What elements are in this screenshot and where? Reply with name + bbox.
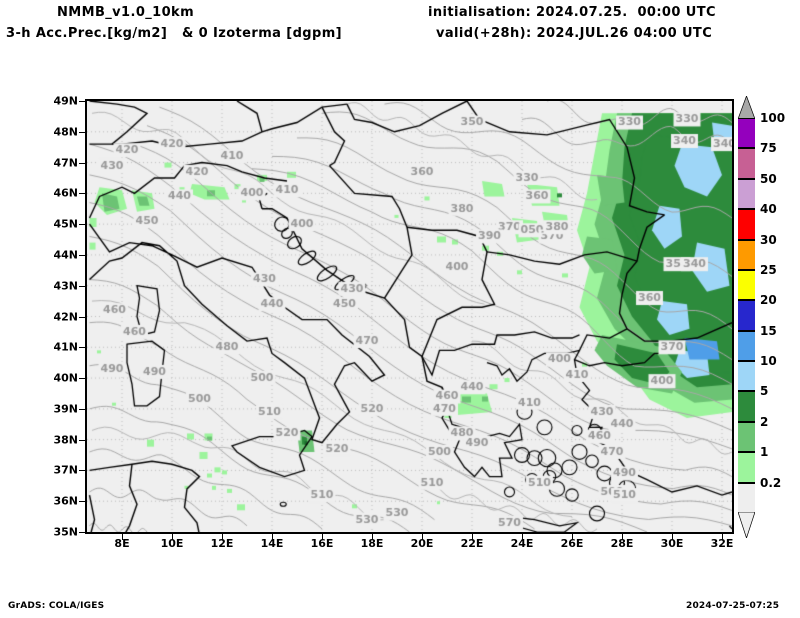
lat-tick [79,439,85,441]
lat-tick [79,378,85,380]
lat-tick-label: 42N [53,310,78,323]
lat-tick [79,532,85,533]
lat-tick-label: 45N [53,217,78,231]
lon-tick [272,534,273,540]
colorbar-segment [738,118,755,149]
lat-tick [79,224,85,226]
lon-tick [322,534,323,540]
colorbar-segment [738,361,755,392]
lon-tick [522,534,523,540]
lat-tick [79,162,85,164]
colorbar-segment [738,148,755,179]
colorbar-tick-label: 25 [760,262,777,277]
lon-tick [422,534,423,540]
render-timestamp: 2024-07-25-07:25 [686,601,780,611]
lat-tick [79,254,85,256]
lon-tick [622,534,623,540]
colorbar-bottom-cap-icon [738,512,755,538]
lat-tick [79,347,85,349]
lon-tick [472,534,473,540]
lon-tick [672,534,673,540]
colorbar-tick-label: 40 [760,202,777,217]
lat-tick-label: 41N [53,340,78,354]
lon-tick [222,534,223,540]
colorbar-tick-label: 30 [760,232,777,247]
lat-tick-label: 44N [53,248,78,262]
colorbar-top-cap-icon [738,96,755,119]
lat-tick-label: 36N [53,494,78,508]
lon-tick-label: 32E [710,537,734,550]
lat-tick-label: 47N [53,156,78,170]
lat-tick [79,316,85,318]
lat-tick-label: 48N [53,125,78,139]
lon-tick-label: 10E [160,537,184,550]
lat-tick-label: 35N [53,525,78,539]
colorbar-segment [738,391,755,422]
lon-tick [722,534,723,540]
lat-tick-label: 46N [53,186,78,200]
colorbar-tick-label: 20 [760,293,777,308]
lat-tick-label: 40N [53,371,78,385]
lat-tick [79,470,85,472]
colorbar-tick-label: 50 [760,171,777,186]
lon-tick [172,534,173,540]
colorbar-tick-label: 75 [760,141,777,156]
lon-tick [372,534,373,540]
lat-tick [79,501,85,503]
colorbar-segment [738,482,755,513]
colorbar-segment [738,178,755,210]
lat-tick-label: 49N [53,94,78,108]
model-title: NMMB_v1.0_10km [57,5,195,20]
colorbar-tick-label: 2 [760,414,769,429]
lon-tick-label: 8E [114,537,130,550]
lon-tick-label: 26E [560,537,584,550]
colorbar-segment [738,330,755,362]
colorbar-segment [738,452,755,483]
lat-tick-label: 37N [53,463,78,477]
lon-tick-label: 24E [510,537,534,550]
credits-label: GrADS: COLA/IGES [8,601,105,611]
colorbar-tick-label: 5 [760,384,769,399]
lon-tick-label: 22E [460,537,484,550]
lat-tick-label: 39N [53,402,78,416]
colorbar-segment [738,269,755,301]
lon-tick-label: 18E [360,537,384,550]
colorbar-tick-label: 15 [760,323,777,338]
lon-tick [122,534,123,540]
lat-tick [79,131,85,133]
lon-tick-label: 20E [410,537,434,550]
lat-tick [79,408,85,410]
lon-tick-label: 12E [210,537,234,550]
precipitation-colorbar: 100 75 50 40 30 25 20 15 10 5 2 1 0.2 [738,111,785,513]
lat-tick [79,285,85,287]
lon-tick-label: 30E [660,537,684,550]
field-title: 3-h Acc.Prec.[kg/m2] & 0 Izoterma [dgpm] [6,26,342,41]
weather-map [85,99,734,534]
colorbar-segment [738,300,755,331]
lon-tick-label: 14E [260,537,284,550]
colorbar-tick-label: 10 [760,354,777,369]
valid-time: valid(+28h): 2024.JUL.26 04:00 UTC [436,26,713,41]
initialisation-time: initialisation: 2024.07.25. 00:00 UTC [428,5,716,20]
colorbar-tick-label: 0.2 [760,475,782,490]
colorbar-segment [738,239,755,270]
map-raster [87,101,732,532]
lon-tick [572,534,573,540]
lat-tick-label: 43N [53,279,78,293]
colorbar-tick-label: 1 [760,445,769,460]
lat-tick [79,101,85,102]
lat-tick-label: 38N [53,433,78,447]
colorbar-segment [738,421,755,453]
lon-tick-label: 28E [610,537,634,550]
lat-tick [79,193,85,195]
lon-tick-label: 16E [310,537,334,550]
colorbar-tick-label: 100 [760,111,786,125]
colorbar-segment [738,209,755,240]
